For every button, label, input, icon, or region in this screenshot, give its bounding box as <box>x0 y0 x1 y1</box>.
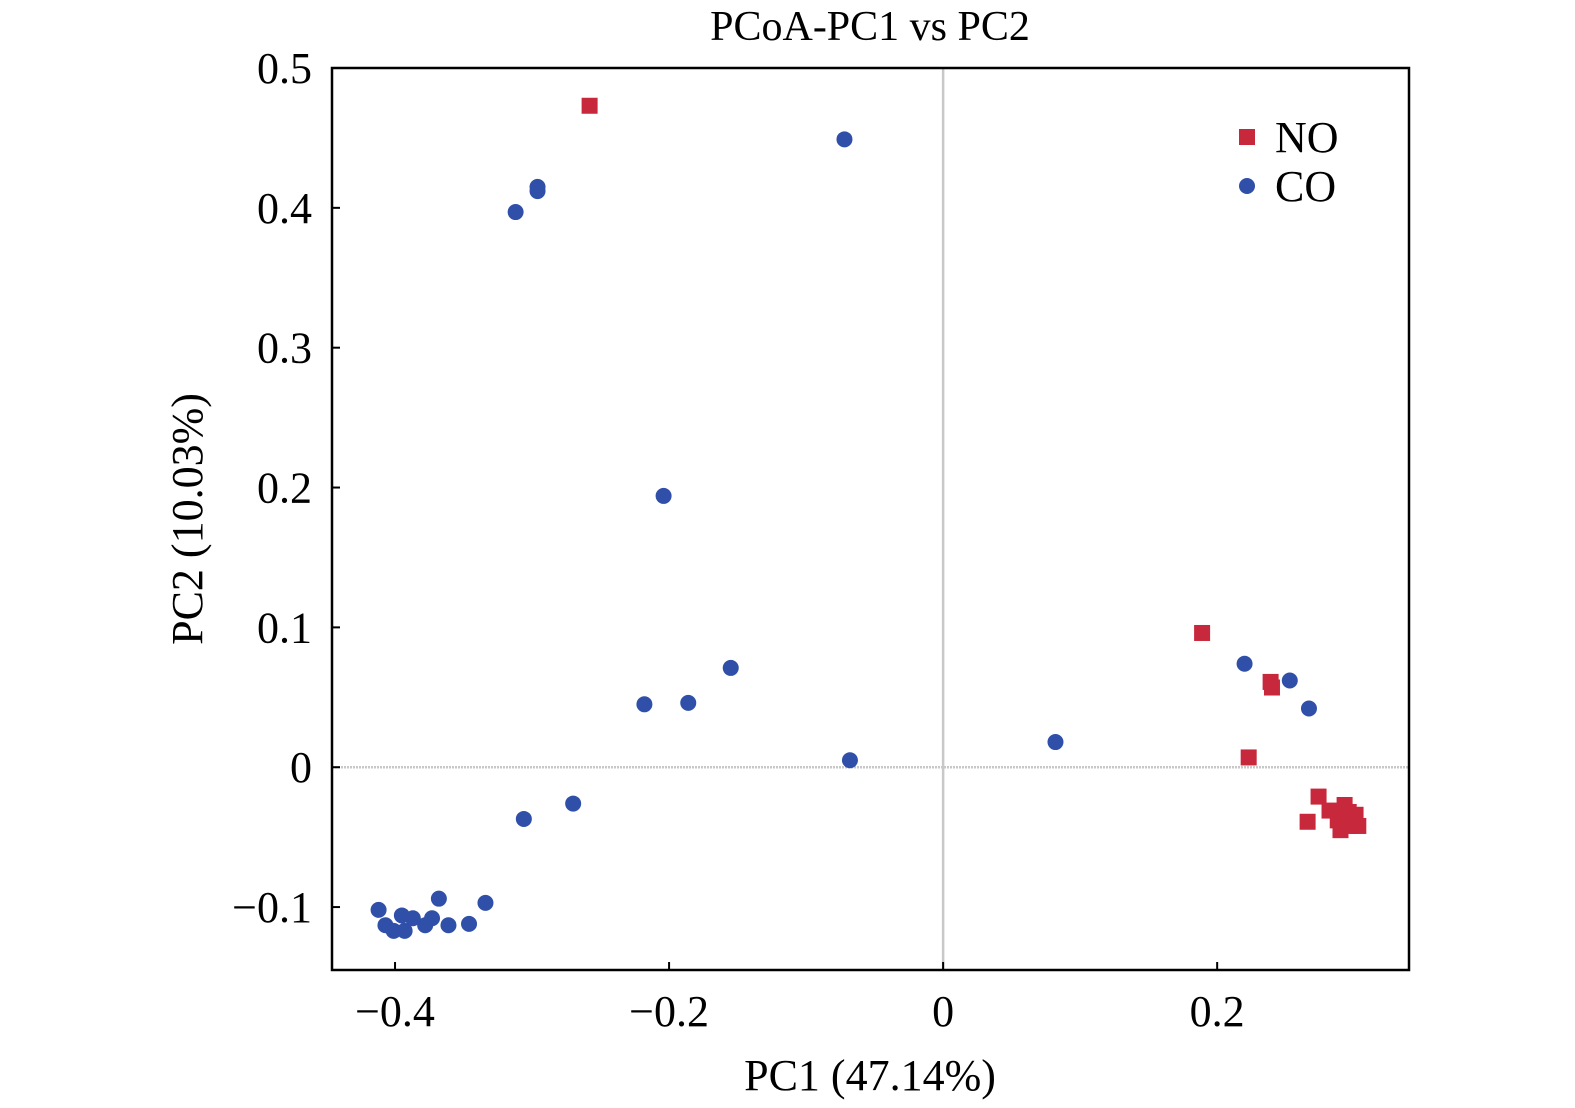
y-tick-label: 0.5 <box>257 44 312 93</box>
x-axis-label: PC1 (47.14%) <box>744 1051 996 1100</box>
point-co <box>440 917 457 934</box>
y-tick-label: −0.1 <box>232 883 312 932</box>
legend-label-co: CO <box>1275 162 1336 211</box>
point-co <box>370 901 387 918</box>
point-co <box>404 910 421 927</box>
point-co <box>1047 734 1064 751</box>
point-no <box>581 97 598 114</box>
x-tick-label: 0 <box>932 987 954 1036</box>
legend-marker-no <box>1239 129 1255 145</box>
legend-marker-co <box>1239 178 1255 194</box>
point-no <box>1299 813 1316 830</box>
point-no <box>1240 749 1257 766</box>
y-tick-label: 0.4 <box>257 184 312 233</box>
point-co <box>655 487 672 504</box>
point-co <box>430 890 447 907</box>
point-co <box>396 922 413 939</box>
point-co <box>636 696 653 713</box>
x-tick-label: −0.4 <box>355 987 435 1036</box>
point-co <box>722 659 739 676</box>
point-no <box>1332 822 1349 839</box>
plot-frame <box>330 66 1411 972</box>
point-no <box>1310 788 1327 805</box>
point-co <box>461 915 478 932</box>
point-co <box>680 694 697 711</box>
point-co <box>385 922 402 939</box>
point-co <box>1300 700 1317 717</box>
y-axis-label: PC2 (10.03%) <box>163 393 212 645</box>
point-no <box>1340 803 1357 820</box>
point-co <box>477 894 494 911</box>
point-co <box>507 204 524 221</box>
point-co <box>1281 672 1298 689</box>
point-no <box>1350 817 1367 834</box>
x-tick-label: −0.2 <box>629 987 709 1036</box>
point-co <box>841 752 858 769</box>
y-tick-label: 0 <box>290 743 312 792</box>
point-co <box>424 910 441 927</box>
point-co <box>515 810 532 827</box>
point-co <box>836 131 853 148</box>
x-tick-label: 0.2 <box>1190 987 1245 1036</box>
y-tick-label: 0.1 <box>257 603 312 652</box>
y-tick-label: 0.3 <box>257 324 312 373</box>
legend-label-no: NO <box>1275 113 1339 162</box>
y-tick-label: 0.2 <box>257 464 312 513</box>
point-co <box>529 183 546 200</box>
point-co <box>1236 655 1253 672</box>
point-no <box>1263 679 1280 696</box>
point-co <box>565 795 582 812</box>
point-no <box>1194 624 1211 641</box>
chart-title: PCoA-PC1 vs PC2 <box>710 4 1030 50</box>
